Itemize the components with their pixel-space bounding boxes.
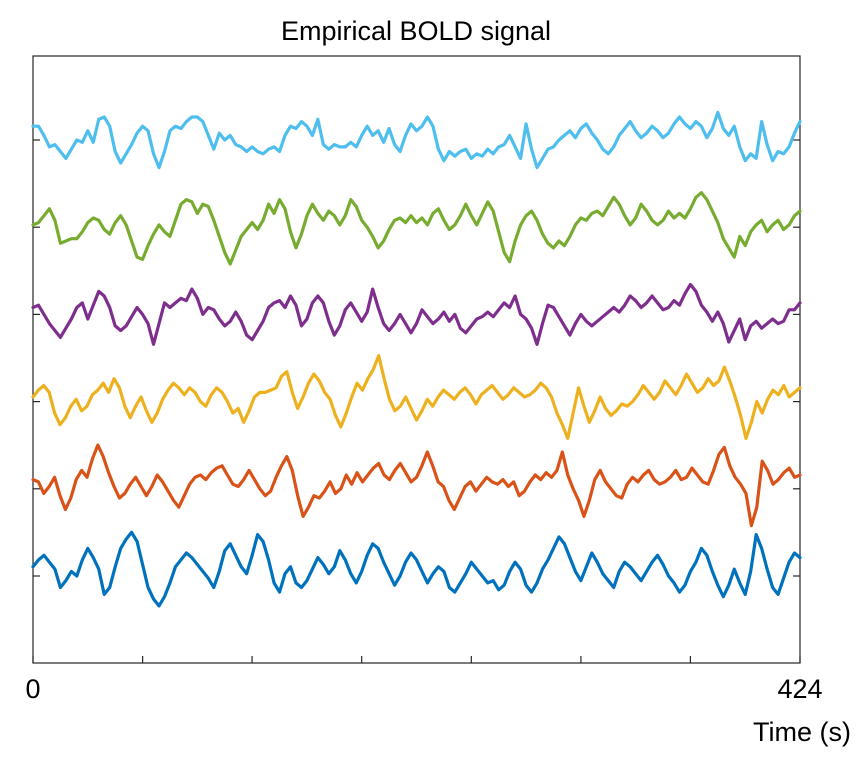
series-line-2	[31, 443, 802, 528]
x-tick-label-end: 424	[777, 674, 822, 704]
series-line-4	[31, 282, 802, 346]
series-line-5	[31, 191, 802, 266]
x-axis-label: Time (s)	[753, 717, 851, 747]
y-axis-ticks	[33, 139, 800, 577]
series-line-6	[31, 110, 802, 170]
plot-area-frame	[32, 55, 801, 664]
x-tick-label-start: 0	[25, 674, 40, 704]
series-line-3	[31, 354, 802, 440]
x-axis-ticks	[32, 656, 801, 663]
series-line-1	[31, 530, 802, 608]
chart-title: Empirical BOLD signal	[281, 16, 551, 46]
series-layer	[31, 110, 802, 608]
